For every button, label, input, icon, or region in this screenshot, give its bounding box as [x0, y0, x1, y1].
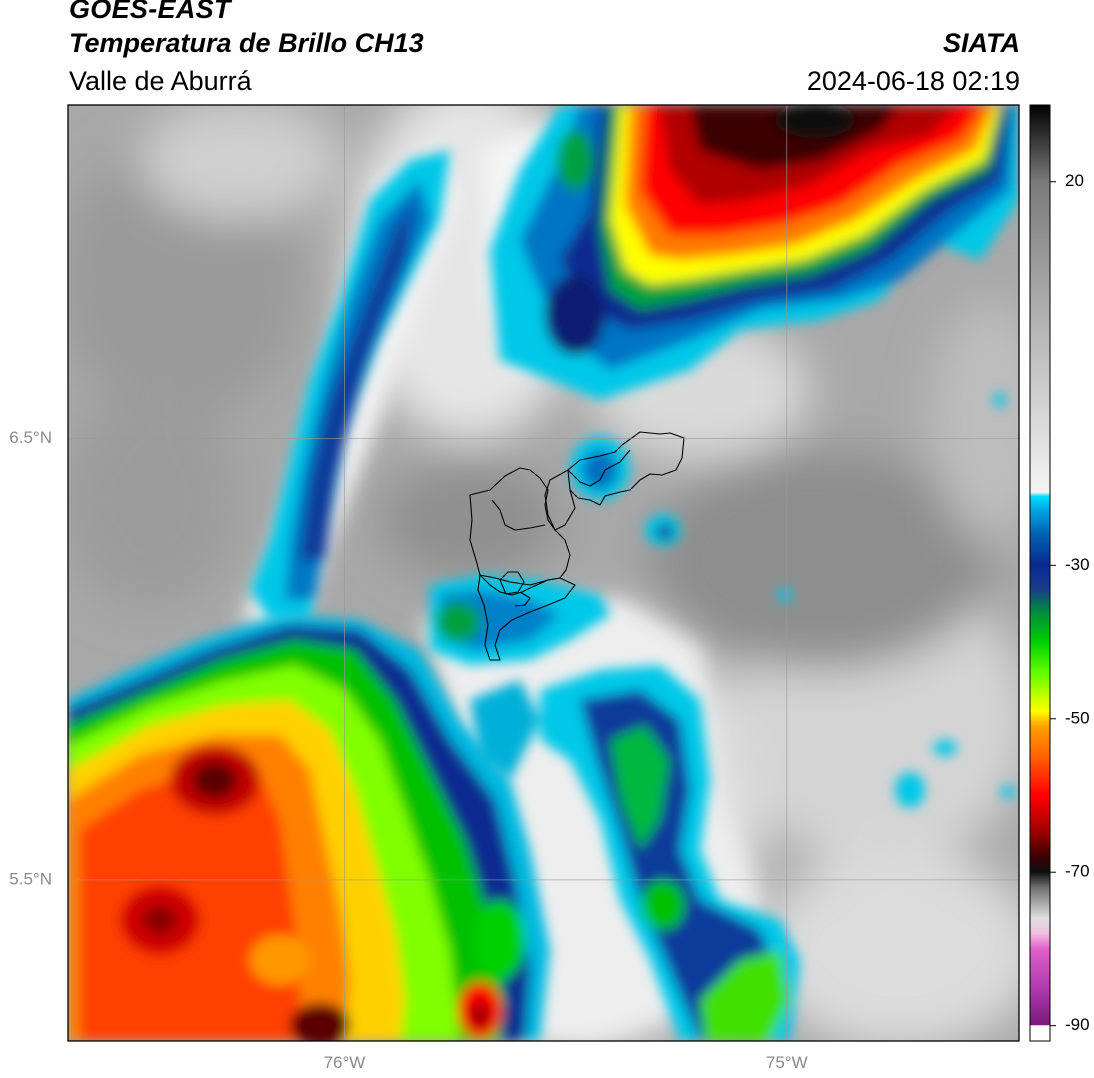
colorbar-scale — [1029, 104, 1051, 1042]
longitude-tick-label: 75°W — [766, 1053, 808, 1072]
colorbar-tick-label: -70 — [1065, 862, 1090, 881]
colorbar-tick-label: -50 — [1065, 708, 1090, 727]
colorbar: 20 -30 -50 -70 -90 — [1029, 104, 1090, 1042]
organization-label: SIATA — [943, 28, 1020, 58]
timestamp-label: 2024-06-18 02:19 — [806, 66, 1020, 96]
satellite-title: GOES-EAST — [69, 0, 231, 24]
region-title: Valle de Aburrá — [69, 66, 252, 96]
map-frame — [67, 104, 1020, 1042]
colorbar-tick-label: -30 — [1065, 555, 1090, 574]
colorbar-tick-label: -90 — [1065, 1015, 1090, 1034]
brightness-temperature-field — [68, 105, 1019, 1041]
product-title: Temperatura de Brillo CH13 — [69, 28, 424, 58]
colorbar-tick-label: 20 — [1065, 171, 1084, 190]
graticule — [68, 105, 1019, 1041]
latitude-tick-label: 6.5°N — [9, 428, 52, 447]
valle-de-aburra-boundaries — [469, 431, 685, 661]
latitude-tick-label: 5.5°N — [9, 869, 52, 888]
longitude-tick-label: 76°W — [324, 1053, 366, 1072]
